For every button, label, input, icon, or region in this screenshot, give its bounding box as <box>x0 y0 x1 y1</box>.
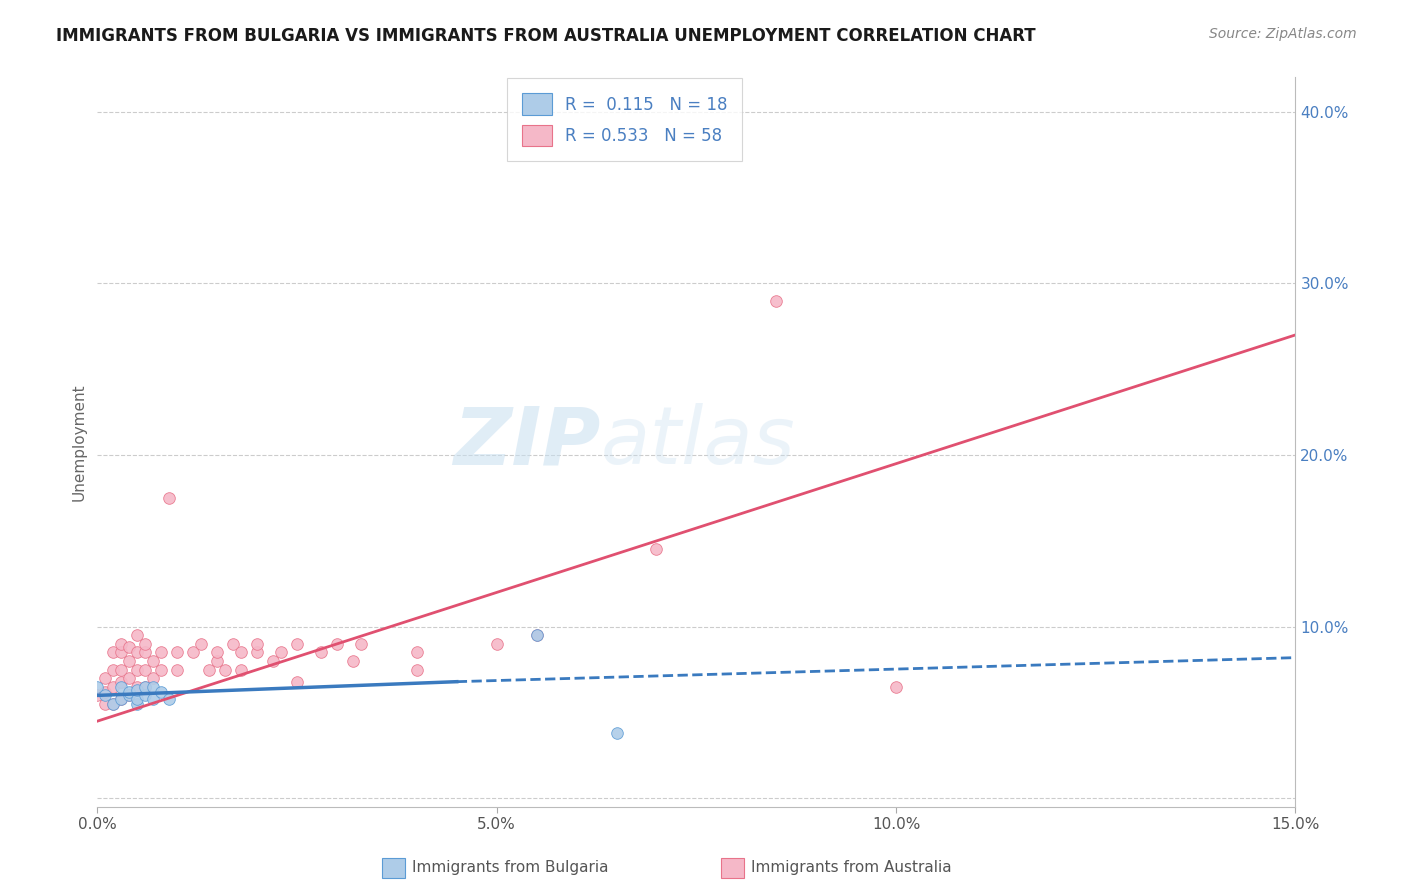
Point <box>205 645 228 659</box>
Point <box>645 542 668 557</box>
Point <box>142 654 165 668</box>
Point <box>94 697 117 711</box>
Point <box>127 628 149 642</box>
Point <box>526 628 548 642</box>
Point <box>405 663 427 677</box>
Point <box>205 654 228 668</box>
Point <box>222 637 245 651</box>
Point <box>94 685 117 699</box>
Point <box>110 691 132 706</box>
Point <box>127 680 149 694</box>
Text: IMMIGRANTS FROM BULGARIA VS IMMIGRANTS FROM AUSTRALIA UNEMPLOYMENT CORRELATION C: IMMIGRANTS FROM BULGARIA VS IMMIGRANTS F… <box>56 27 1036 45</box>
Point <box>198 663 221 677</box>
Text: ZIP: ZIP <box>453 403 600 481</box>
Text: Immigrants from Bulgaria: Immigrants from Bulgaria <box>412 861 609 875</box>
Point <box>103 663 125 677</box>
Point <box>262 654 284 668</box>
Point <box>350 637 373 651</box>
Point <box>142 691 165 706</box>
Point <box>606 726 628 740</box>
Point <box>309 645 332 659</box>
Point <box>526 628 548 642</box>
Point <box>157 691 180 706</box>
Point <box>884 680 907 694</box>
Point <box>110 645 132 659</box>
Point <box>150 663 173 677</box>
Point <box>214 663 236 677</box>
Point <box>229 645 252 659</box>
Legend: R =  0.115   N = 18, R = 0.533   N = 58: R = 0.115 N = 18, R = 0.533 N = 58 <box>506 78 742 161</box>
Point <box>118 671 141 685</box>
Point <box>166 663 188 677</box>
Point <box>166 645 188 659</box>
Point <box>134 689 156 703</box>
Point <box>190 637 212 651</box>
Point <box>134 663 156 677</box>
Point <box>86 689 108 703</box>
Point <box>103 697 125 711</box>
Point <box>765 293 787 308</box>
Point <box>405 645 427 659</box>
Point <box>110 691 132 706</box>
Point <box>142 671 165 685</box>
Point <box>246 637 269 651</box>
Point <box>142 680 165 694</box>
Point <box>127 663 149 677</box>
Point <box>118 689 141 703</box>
Point <box>118 654 141 668</box>
Point <box>150 645 173 659</box>
Point <box>134 637 156 651</box>
Point <box>157 491 180 505</box>
Point <box>94 671 117 685</box>
Point <box>118 685 141 699</box>
Y-axis label: Unemployment: Unemployment <box>72 384 86 501</box>
Point <box>342 654 364 668</box>
Point <box>229 663 252 677</box>
Point <box>181 645 204 659</box>
Point <box>110 674 132 689</box>
Point <box>110 637 132 651</box>
Point <box>118 640 141 655</box>
Point <box>127 645 149 659</box>
Point <box>150 685 173 699</box>
Point <box>118 689 141 703</box>
Point <box>270 645 292 659</box>
Point <box>134 680 156 694</box>
Point <box>127 691 149 706</box>
Point <box>110 680 132 694</box>
Text: Immigrants from Australia: Immigrants from Australia <box>751 861 952 875</box>
Point <box>326 637 349 651</box>
Point <box>246 645 269 659</box>
Point <box>485 637 508 651</box>
Point <box>103 680 125 694</box>
Point <box>127 697 149 711</box>
Point <box>134 680 156 694</box>
Point <box>285 637 308 651</box>
Text: atlas: atlas <box>600 403 796 481</box>
Point <box>103 697 125 711</box>
Point <box>103 645 125 659</box>
Point <box>94 689 117 703</box>
Point <box>134 645 156 659</box>
Point <box>285 674 308 689</box>
Point <box>86 680 108 694</box>
Point <box>127 683 149 698</box>
Text: Source: ZipAtlas.com: Source: ZipAtlas.com <box>1209 27 1357 41</box>
Point <box>110 663 132 677</box>
